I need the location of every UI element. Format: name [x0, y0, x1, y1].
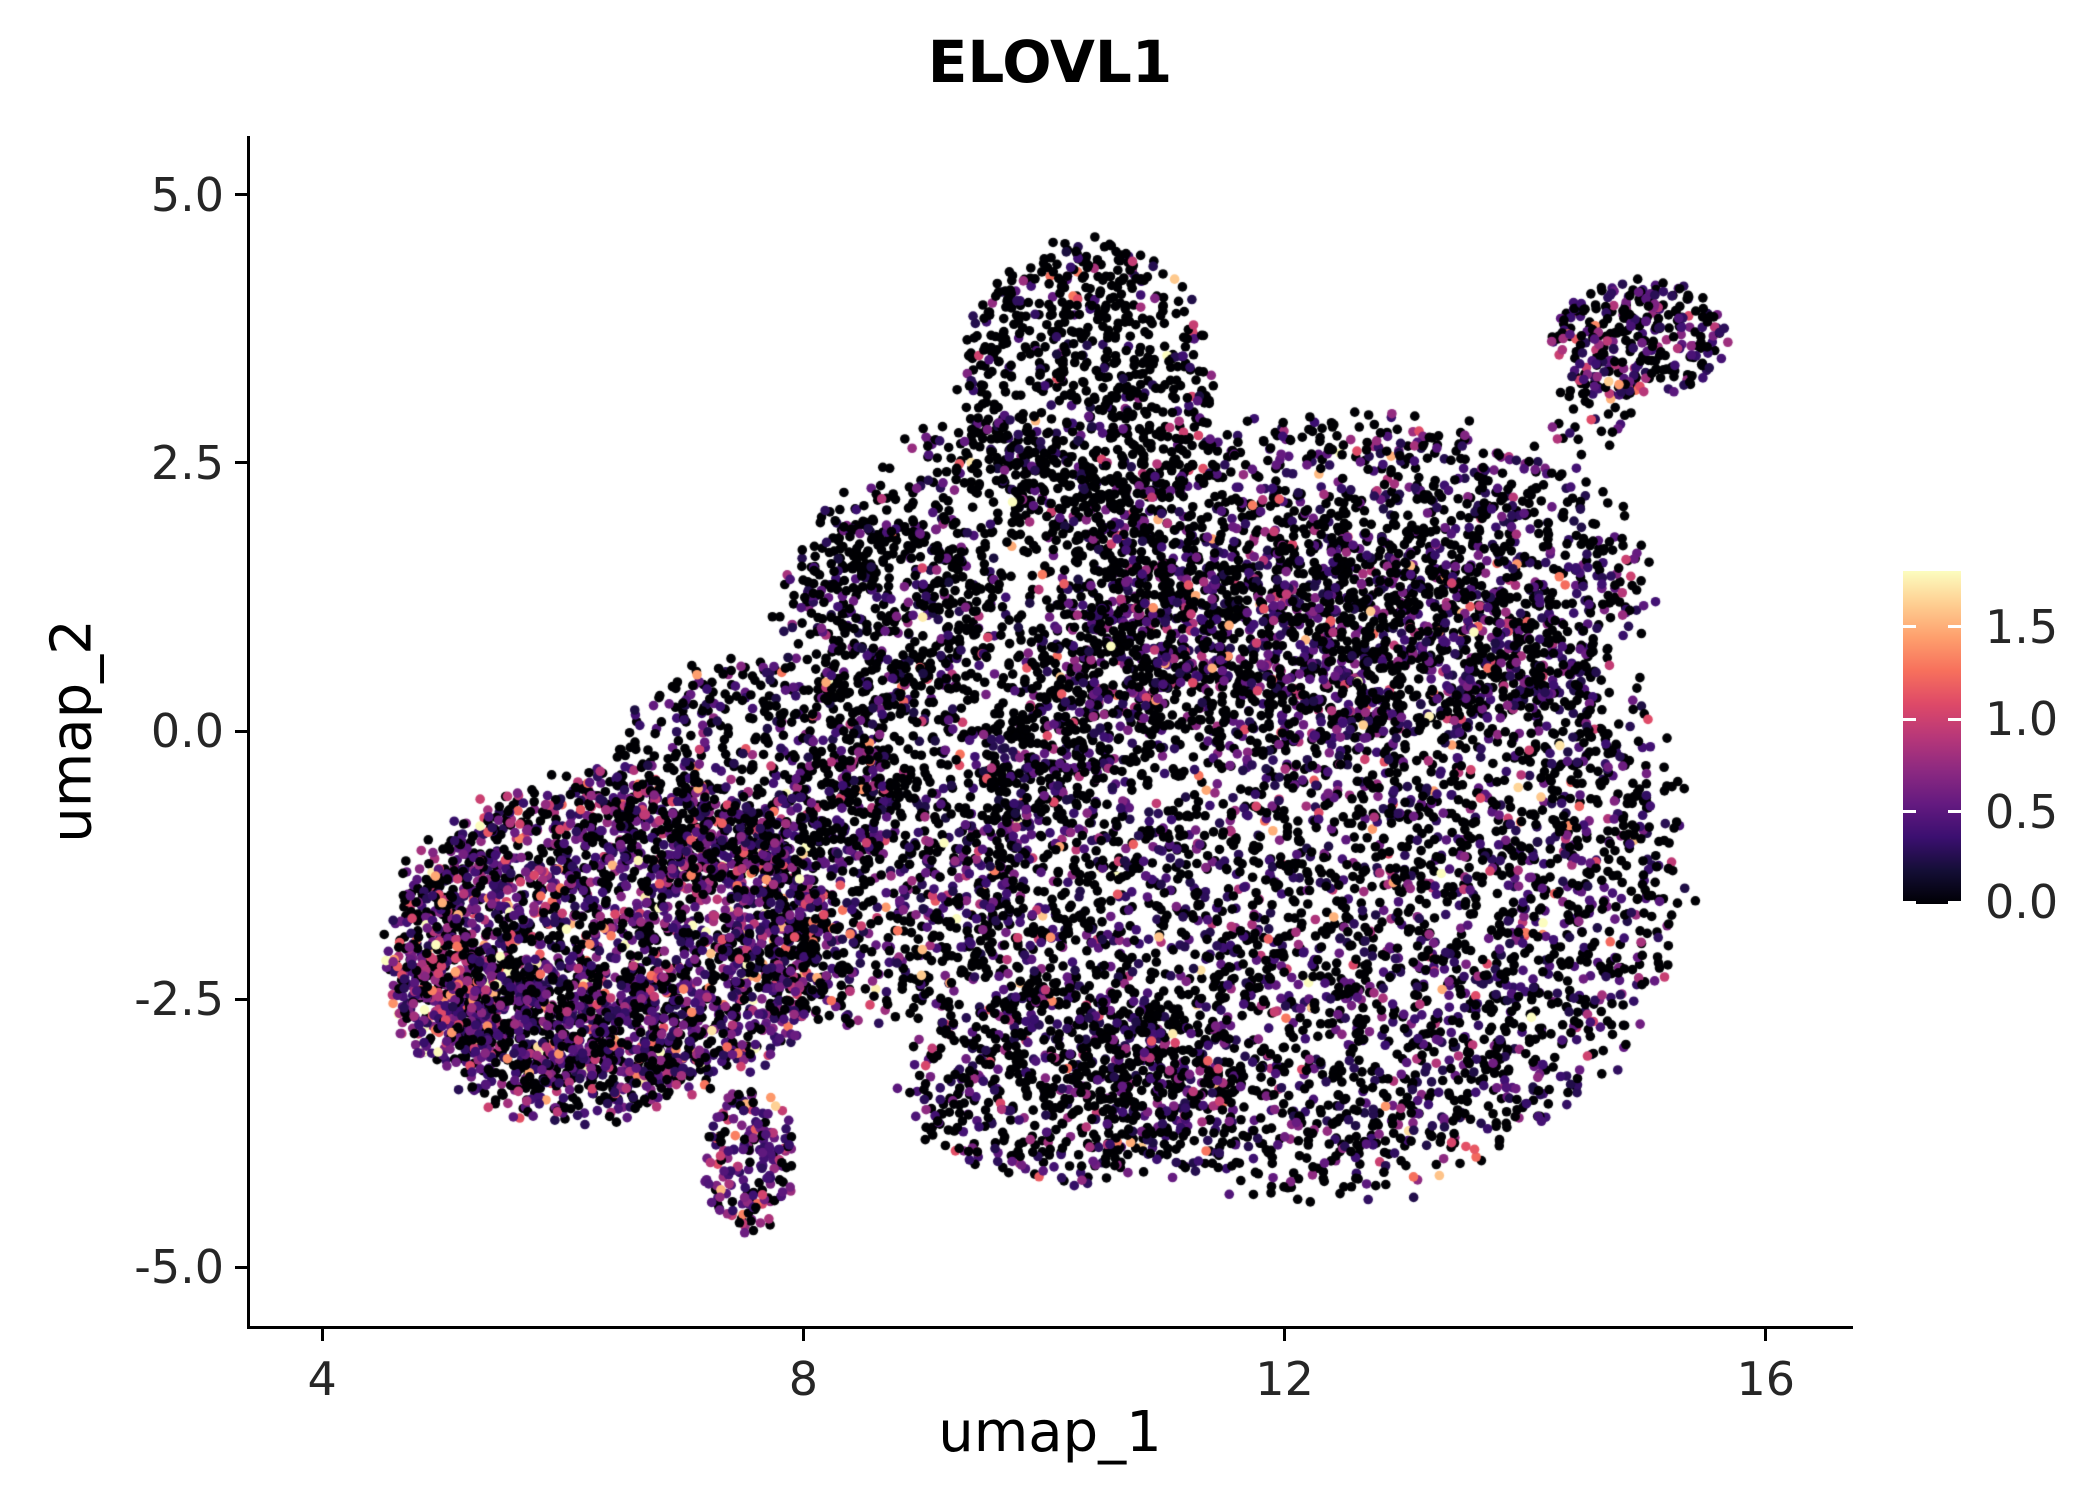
colorbar-tick-label: 1.5 [1985, 599, 2059, 654]
y-tick-label: 0.0 [150, 704, 224, 758]
colorbar-tick-label: 0.0 [1985, 875, 2059, 929]
x-tick-label: 16 [1736, 1352, 1796, 1406]
y-tick-label: 5.0 [150, 167, 224, 222]
y-tick-label: -5.0 [134, 1240, 224, 1295]
umap-scatter-canvas [250, 136, 1850, 1326]
colorbar-tick-mark [1903, 625, 1916, 628]
y-axis-line [247, 136, 250, 1329]
x-tick-label: 8 [788, 1352, 819, 1406]
colorbar-tick-mark [1948, 900, 1961, 904]
y-tick-label: 2.5 [150, 435, 224, 490]
plot-title: ELOVL1 [927, 28, 1173, 96]
x-tick-mark [320, 1326, 324, 1341]
y-tick-mark [235, 461, 250, 465]
y-tick-mark [235, 997, 250, 1001]
y-tick-mark [235, 193, 250, 197]
y-tick-mark [235, 1265, 250, 1269]
x-tick-mark [1764, 1326, 1768, 1341]
x-axis-label: umap_1 [938, 1400, 1162, 1465]
y-tick-mark [235, 729, 250, 733]
x-tick-mark [1283, 1326, 1287, 1341]
y-axis-label: umap_2 [39, 619, 105, 843]
colorbar-gradient [1903, 571, 1961, 904]
colorbar-tick-label: 0.5 [1985, 784, 2059, 839]
colorbar-tick-mark [1903, 717, 1916, 721]
x-axis-line [247, 1326, 1853, 1329]
x-tick-label: 4 [307, 1352, 337, 1406]
colorbar-tick-label: 1.0 [1985, 692, 2059, 746]
colorbar-tick-mark [1903, 810, 1916, 813]
x-tick-mark [801, 1326, 805, 1341]
y-tick-label: -2.5 [134, 972, 224, 1027]
x-tick-label: 12 [1255, 1352, 1314, 1406]
colorbar-tick-mark [1948, 810, 1961, 813]
colorbar-tick-mark [1948, 625, 1961, 628]
colorbar-tick-mark [1903, 900, 1916, 904]
colorbar-tick-mark [1948, 717, 1961, 721]
